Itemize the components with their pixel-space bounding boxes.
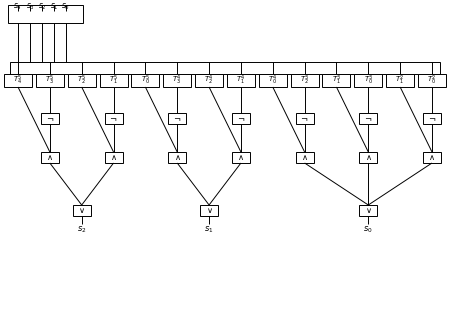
Bar — [8, 5, 83, 23]
Text: $\neg$: $\neg$ — [301, 114, 309, 123]
Bar — [227, 74, 255, 87]
Text: $s_0$: $s_0$ — [364, 225, 373, 235]
Bar — [168, 113, 186, 124]
Text: $\wedge$: $\wedge$ — [301, 153, 308, 162]
Text: $T_4^5$: $T_4^5$ — [13, 74, 23, 87]
Text: $\neg$: $\neg$ — [428, 114, 436, 123]
Bar — [386, 74, 414, 87]
Text: $T_3^4$: $T_3^4$ — [172, 74, 182, 87]
Text: $T_2^3$: $T_2^3$ — [300, 74, 309, 87]
Bar — [168, 152, 186, 163]
Bar — [359, 113, 377, 124]
Bar — [131, 74, 159, 87]
Text: $\wedge$: $\wedge$ — [46, 153, 54, 162]
Bar — [104, 152, 122, 163]
Bar — [200, 205, 218, 216]
Bar — [359, 205, 377, 216]
Text: $T_0^2$: $T_0^2$ — [428, 74, 436, 87]
Bar — [423, 113, 441, 124]
Text: $\wedge$: $\wedge$ — [365, 153, 372, 162]
Bar — [291, 74, 319, 87]
Text: $T_3^5$: $T_3^5$ — [45, 74, 54, 87]
Bar — [259, 74, 287, 87]
Text: $T_2^5$: $T_2^5$ — [77, 74, 86, 87]
Text: $T_1^3$: $T_1^3$ — [332, 74, 341, 87]
Text: $T_2^4$: $T_2^4$ — [204, 74, 214, 87]
Text: $s_2$: $s_2$ — [37, 2, 46, 12]
Bar — [296, 113, 314, 124]
Text: $s_2$: $s_2$ — [77, 225, 86, 235]
Text: $\wedge$: $\wedge$ — [428, 153, 436, 162]
Text: $s_3$: $s_3$ — [26, 2, 35, 12]
Bar — [163, 74, 191, 87]
Bar — [99, 74, 127, 87]
Text: $\vee$: $\vee$ — [206, 206, 212, 215]
Bar — [41, 152, 59, 163]
Text: $s_0$: $s_0$ — [62, 2, 71, 12]
Bar — [4, 74, 32, 87]
Bar — [323, 74, 351, 87]
Text: $\neg$: $\neg$ — [173, 114, 181, 123]
Bar — [104, 113, 122, 124]
Bar — [354, 74, 382, 87]
Text: $\neg$: $\neg$ — [364, 114, 373, 123]
Text: $T_1^2$: $T_1^2$ — [396, 74, 405, 87]
Text: $s_1$: $s_1$ — [204, 225, 214, 235]
Text: $\neg$: $\neg$ — [46, 114, 54, 123]
Text: $\wedge$: $\wedge$ — [110, 153, 117, 162]
Bar — [359, 152, 377, 163]
Bar — [232, 152, 250, 163]
Bar — [423, 152, 441, 163]
Text: $T_1^4$: $T_1^4$ — [236, 74, 246, 87]
Bar — [195, 74, 223, 87]
Bar — [296, 152, 314, 163]
Bar — [418, 74, 446, 87]
Text: $T_0^3$: $T_0^3$ — [364, 74, 373, 87]
Bar — [41, 113, 59, 124]
Text: $T_1^5$: $T_1^5$ — [109, 74, 118, 87]
Text: $s_1$: $s_1$ — [50, 2, 58, 12]
Text: $\vee$: $\vee$ — [78, 206, 85, 215]
Bar — [73, 205, 91, 216]
Text: $\neg$: $\neg$ — [237, 114, 245, 123]
Text: $\wedge$: $\wedge$ — [238, 153, 244, 162]
Text: $\wedge$: $\wedge$ — [174, 153, 181, 162]
Text: $T_0^4$: $T_0^4$ — [268, 74, 278, 87]
Text: $\vee$: $\vee$ — [365, 206, 372, 215]
Text: $T_0^5$: $T_0^5$ — [141, 74, 150, 87]
Bar — [10, 62, 440, 74]
Bar — [68, 74, 96, 87]
Bar — [232, 113, 250, 124]
Bar — [36, 74, 64, 87]
Text: $s_4$: $s_4$ — [14, 2, 22, 12]
Text: $\neg$: $\neg$ — [109, 114, 117, 123]
